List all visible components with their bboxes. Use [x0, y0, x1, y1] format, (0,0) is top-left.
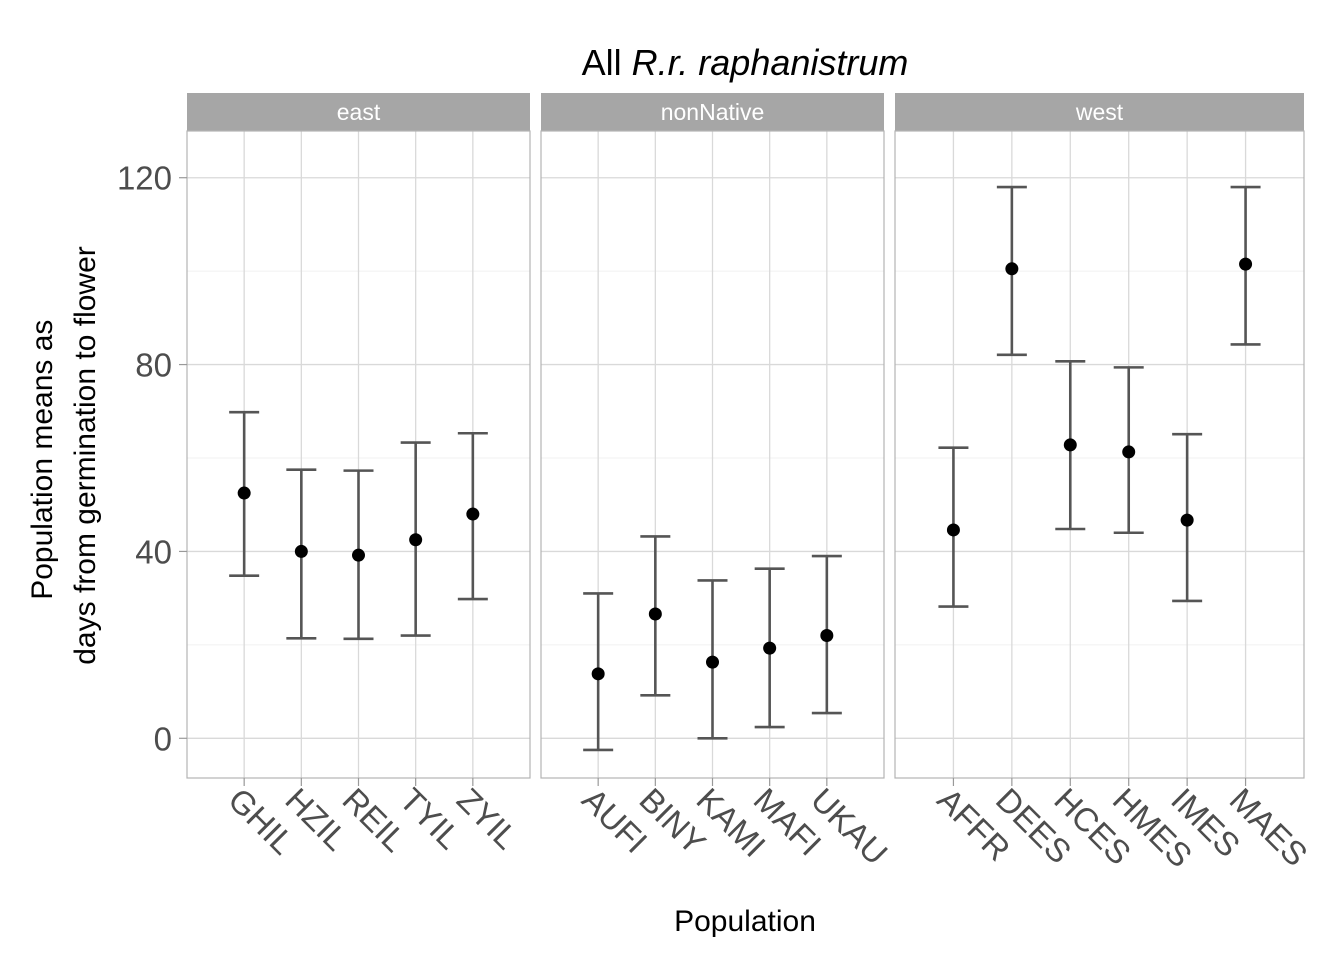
panel-border	[894, 130, 1305, 779]
y-tick-label: 80	[135, 347, 172, 384]
y-tick-label: 120	[117, 160, 172, 197]
y-axis: 0 40 80 120	[117, 160, 187, 757]
point-TYIL	[409, 533, 423, 547]
y-tick-label: 0	[154, 720, 172, 757]
strip-label-east: east	[337, 99, 381, 125]
point-MAFI	[763, 641, 777, 655]
y-axis-title: Population means as days from germinatio…	[26, 246, 102, 665]
point-ZYIL	[466, 507, 480, 521]
point-MAES	[1239, 257, 1253, 271]
x-tick-label-GHIL: GHIL	[221, 781, 302, 862]
strip-west	[895, 93, 1304, 131]
panels: eastGHILHZILREILTYILZYILnonNativeAUFIBIN…	[186, 93, 1315, 874]
strip-nonNative	[541, 93, 884, 131]
strip-east	[187, 93, 530, 131]
point-REIL	[352, 548, 365, 562]
point-IMES	[1180, 513, 1194, 527]
chart-title-prefix: All	[582, 42, 632, 83]
strip-label-nonNative: nonNative	[661, 99, 765, 125]
x-axis-title: Population	[674, 905, 816, 938]
point-HZIL	[294, 544, 308, 558]
y-tick-label: 40	[135, 533, 172, 570]
x-tick-label-REIL: REIL	[336, 781, 414, 859]
point-DEES	[1005, 262, 1019, 276]
x-tick-label-BINY: BINY	[632, 781, 713, 862]
point-HCES	[1063, 438, 1077, 452]
y-axis-title-line-1: Population means as	[26, 320, 59, 600]
point-UKAU	[820, 629, 834, 643]
chart-title-species: R.r. raphanistrum	[632, 42, 909, 83]
point-AFFR	[946, 523, 960, 537]
x-tick-label-ZYIL: ZYIL	[450, 781, 525, 856]
point-BINY	[648, 607, 662, 621]
x-tick-label-AUFI: AUFI	[575, 781, 654, 860]
chart-title: All R.r. raphanistrum	[582, 42, 909, 83]
strip-label-west: west	[1075, 99, 1124, 125]
point-AUFI	[591, 667, 605, 681]
point-KAMI	[706, 655, 719, 669]
x-tick-label-TYIL: TYIL	[393, 781, 468, 856]
y-axis-title-line-2: days from germination to flower	[69, 246, 102, 665]
point-HMES	[1122, 445, 1136, 459]
point-GHIL	[237, 486, 251, 500]
